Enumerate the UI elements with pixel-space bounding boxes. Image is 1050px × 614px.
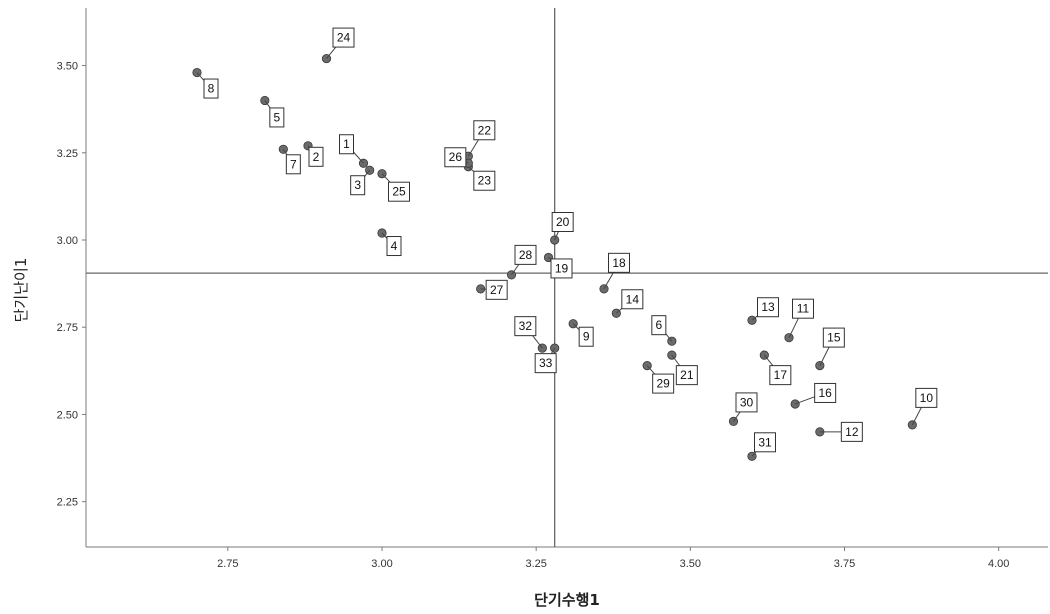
point-label: 32: [519, 319, 533, 333]
point-label-box: [608, 252, 630, 273]
point-label: 2: [313, 150, 320, 164]
point-label-box: [551, 211, 574, 232]
point-label: 25: [392, 185, 406, 199]
scatter-point: [260, 95, 270, 106]
point-label-box: [473, 170, 496, 191]
x-tick-label: 4.00: [988, 558, 1009, 570]
point-label: 27: [490, 283, 504, 297]
scatter-point: [278, 144, 288, 154]
y-axis-title: 단기난이1: [12, 258, 30, 323]
point-label: 10: [920, 391, 934, 405]
point-label: 8: [208, 82, 215, 96]
point-label: 14: [626, 292, 640, 306]
point-label-box: [792, 298, 814, 319]
point-label-box: [350, 175, 366, 196]
point-label-box: [388, 181, 410, 202]
point-label-box: [578, 326, 594, 347]
point-label: 17: [774, 368, 788, 382]
point-label: 33: [539, 356, 553, 370]
point-label-box: [840, 421, 863, 442]
point-label-box: [757, 297, 779, 318]
point-label: 11: [797, 302, 810, 316]
point-label-box: [514, 316, 537, 337]
point-label: 18: [612, 256, 626, 270]
x-tick-label: 3.50: [680, 558, 701, 570]
point-label-box: [386, 236, 402, 257]
point-label: 23: [478, 174, 492, 188]
point-label-box: [814, 382, 837, 403]
y-tick-label: 2.50: [57, 409, 78, 421]
point-label: 24: [337, 31, 351, 45]
point-label: 20: [556, 215, 570, 229]
point-label-box: [550, 258, 573, 279]
x-tick-label: 3.25: [525, 558, 546, 570]
y-tick-label: 3.25: [57, 148, 78, 160]
point-label-box: [822, 327, 845, 348]
point-label-box: [652, 373, 675, 394]
point-label-box: [534, 353, 557, 374]
y-tick-label: 2.75: [57, 322, 78, 334]
point-label: 13: [761, 300, 775, 314]
point-label: 28: [519, 248, 533, 262]
point-label-box: [444, 147, 467, 168]
point-label: 15: [827, 331, 841, 345]
point-label-box: [769, 365, 792, 386]
x-tick-label: 3.75: [834, 558, 855, 570]
point-label: 29: [656, 377, 670, 391]
point-label-box: [915, 387, 938, 408]
point-label: 21: [680, 368, 694, 382]
point-label: 16: [818, 386, 832, 400]
x-tick-label: 2.75: [217, 558, 238, 570]
point-label-box: [339, 134, 354, 155]
point-label-box: [754, 432, 776, 453]
point-label: 4: [391, 239, 398, 253]
point-label: 9: [583, 330, 590, 344]
point-label: 3: [354, 178, 361, 192]
point-label-box: [308, 146, 324, 167]
x-tick-label: 3.00: [371, 558, 392, 570]
point-label: 31: [758, 435, 772, 449]
point-label-box: [269, 107, 285, 128]
point-label-box: [621, 289, 644, 310]
point-label: 1: [343, 137, 350, 151]
point-label: 7: [290, 157, 297, 171]
point-label: 5: [273, 110, 280, 124]
point-label: 26: [449, 150, 463, 164]
point-label-box: [332, 27, 355, 48]
point-label: 22: [478, 123, 492, 137]
y-tick-label: 3.50: [57, 61, 78, 73]
point-label-box: [285, 154, 301, 175]
point-label: 30: [740, 395, 754, 409]
point-label-box: [203, 78, 219, 99]
y-tick-label: 3.00: [57, 235, 78, 247]
y-tick-label: 2.25: [57, 497, 78, 509]
point-label: 19: [555, 261, 569, 275]
point-label: 12: [845, 425, 859, 439]
point-label-box: [675, 365, 698, 386]
point-label: 6: [655, 318, 662, 332]
point-label-box: [485, 279, 508, 300]
point-label-box: [735, 392, 758, 413]
point-label-box: [651, 315, 667, 336]
x-axis-title: 단기수행1: [534, 591, 600, 609]
point-label-box: [514, 244, 537, 265]
point-label-box: [473, 120, 496, 141]
